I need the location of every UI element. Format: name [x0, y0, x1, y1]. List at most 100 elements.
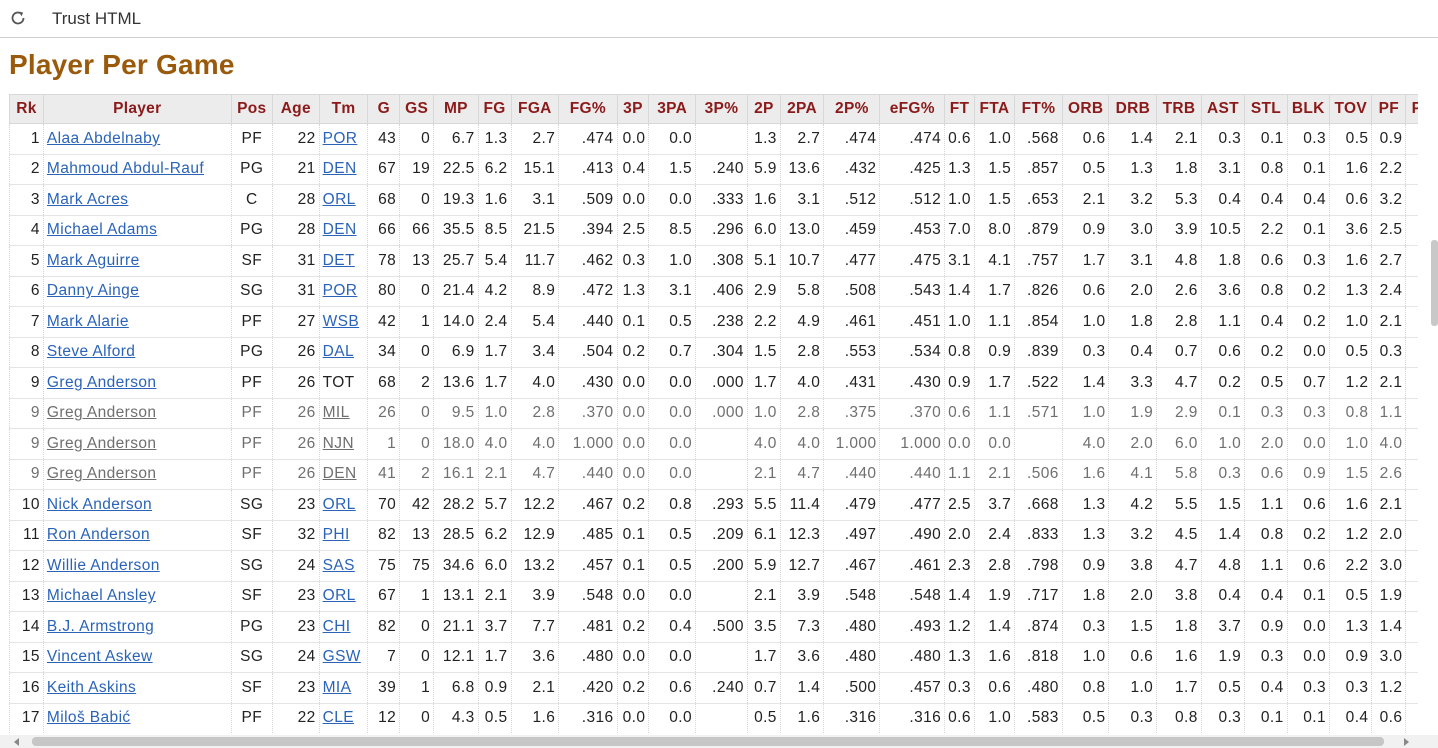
- cell-tov: 1.0: [1329, 428, 1372, 460]
- column-header-blk[interactable]: BLK: [1286, 94, 1331, 124]
- cell-ft-pct: .506: [1014, 459, 1063, 490]
- team-link[interactable]: PHI: [322, 526, 350, 544]
- scroll-left-arrow-icon[interactable]: [14, 738, 19, 746]
- column-header-pf[interactable]: PF: [1371, 94, 1407, 124]
- column-header-ast[interactable]: AST: [1200, 94, 1246, 124]
- cell-pts: 5.: [1405, 306, 1418, 338]
- cell-ft: 0.0: [944, 428, 975, 460]
- team-link[interactable]: NJN: [322, 434, 354, 452]
- column-header-3p[interactable]: 3P: [616, 94, 650, 124]
- column-header-g[interactable]: G: [367, 94, 401, 124]
- team-link[interactable]: DEN: [322, 221, 357, 239]
- player-link[interactable]: Mark Alarie: [46, 312, 129, 330]
- team-link[interactable]: DEN: [322, 160, 357, 178]
- player-link[interactable]: Mahmoud Abdul-Rauf: [46, 160, 205, 178]
- player-link[interactable]: B.J. Armstrong: [46, 617, 155, 635]
- team-link[interactable]: GSW: [322, 648, 361, 666]
- team-link[interactable]: DEN: [322, 465, 357, 483]
- team-link[interactable]: DET: [322, 251, 355, 269]
- column-header-fga[interactable]: FGA: [510, 94, 560, 124]
- column-header-3p-pct[interactable]: 3P%: [695, 94, 748, 124]
- cell-pos: SF: [230, 581, 273, 612]
- scroll-right-arrow-icon[interactable]: [1404, 738, 1409, 746]
- cell-ft: 0.6: [944, 703, 975, 733]
- column-header-pos[interactable]: Pos: [230, 94, 273, 124]
- column-header-age[interactable]: Age: [271, 94, 320, 124]
- team-link[interactable]: MIL: [322, 404, 350, 422]
- player-link[interactable]: Greg Anderson: [46, 465, 157, 483]
- player-link[interactable]: Keith Askins: [46, 678, 137, 696]
- player-link[interactable]: Danny Ainge: [46, 282, 140, 300]
- player-link[interactable]: Greg Anderson: [46, 434, 157, 452]
- team-link[interactable]: DAL: [322, 343, 354, 361]
- team-link[interactable]: WSB: [322, 312, 360, 330]
- cell-efg-pct: .453: [879, 215, 945, 246]
- column-header-2p[interactable]: 2P: [746, 94, 781, 124]
- column-header-ft-pct[interactable]: FT%: [1014, 94, 1063, 124]
- column-header-3pa[interactable]: 3PA: [648, 94, 696, 124]
- cell-2p-pct: .459: [823, 215, 880, 246]
- column-header-pts[interactable]: PTS: [1405, 94, 1418, 124]
- cell-player: Miloš Babić: [42, 703, 232, 733]
- vertical-scrollbar-thumb[interactable]: [1431, 240, 1438, 326]
- cell-pts: 3.: [1405, 123, 1418, 155]
- player-link[interactable]: Michael Ansley: [46, 587, 156, 605]
- player-link[interactable]: Nick Anderson: [46, 495, 153, 513]
- column-header-fg[interactable]: FG: [477, 94, 512, 124]
- team-link[interactable]: ORL: [322, 495, 356, 513]
- player-link[interactable]: Miloš Babić: [46, 709, 131, 727]
- team-link[interactable]: ORL: [322, 587, 356, 605]
- player-link[interactable]: Mark Acres: [46, 190, 129, 208]
- column-header-trb[interactable]: TRB: [1156, 94, 1202, 124]
- horizontal-scrollbar-thumb[interactable]: [32, 737, 1384, 746]
- cell-age: 26: [271, 459, 320, 490]
- player-link[interactable]: Greg Anderson: [46, 373, 157, 391]
- column-header-orb[interactable]: ORB: [1061, 94, 1110, 124]
- team-link[interactable]: SAS: [322, 556, 355, 574]
- cell-pf: 2.6: [1371, 459, 1406, 490]
- team-link[interactable]: MIA: [322, 678, 352, 696]
- team-link[interactable]: POR: [322, 282, 358, 300]
- player-link[interactable]: Steve Alford: [46, 343, 136, 361]
- column-header-rk[interactable]: Rk: [9, 94, 44, 124]
- column-header-tm[interactable]: Tm: [318, 94, 369, 124]
- cell-gs: 2: [399, 459, 434, 490]
- cell-age: 27: [271, 306, 320, 338]
- cell-stl: 0.8: [1244, 276, 1288, 307]
- column-header-drb[interactable]: DRB: [1108, 94, 1158, 124]
- column-header-player[interactable]: Player: [42, 94, 232, 124]
- column-header-mp[interactable]: MP: [433, 94, 479, 124]
- cell-tm: PHI: [318, 520, 368, 551]
- player-link[interactable]: Vincent Askew: [46, 648, 153, 666]
- cell-ast: 1.4: [1200, 520, 1245, 551]
- column-header-stl[interactable]: STL: [1244, 94, 1288, 124]
- stats-table-container[interactable]: Rk Player Pos Age Tm G GS MP FG FGA FG% 3P 3PA 3P% 2P 2…: [9, 94, 1418, 733]
- column-header-fg-pct[interactable]: FG%: [558, 94, 618, 124]
- cell-fta: 1.0: [973, 123, 1015, 155]
- player-link[interactable]: Ron Anderson: [46, 526, 150, 544]
- team-link[interactable]: ORL: [322, 190, 356, 208]
- column-header-fta[interactable]: FTA: [973, 94, 1016, 124]
- cell-orb: 0.6: [1061, 123, 1109, 155]
- reload-icon[interactable]: [9, 9, 27, 27]
- column-header-2pa[interactable]: 2PA: [779, 94, 825, 124]
- horizontal-scrollbar[interactable]: [0, 735, 1438, 748]
- cell-2p: 0.5: [746, 703, 781, 733]
- cell-2p-pct: .500: [823, 672, 880, 704]
- player-link[interactable]: Mark Aguirre: [46, 251, 140, 269]
- team-link[interactable]: CLE: [322, 709, 354, 727]
- column-header-tov[interactable]: TOV: [1329, 94, 1373, 124]
- column-header-gs[interactable]: GS: [399, 94, 435, 124]
- cell-pos: PF: [230, 123, 273, 155]
- column-header-efg-pct[interactable]: eFG%: [879, 94, 946, 124]
- cell-2p-pct: .316: [823, 703, 880, 733]
- player-link[interactable]: Alaa Abdelnaby: [46, 129, 161, 147]
- player-link[interactable]: Willie Anderson: [46, 556, 160, 574]
- team-link[interactable]: CHI: [322, 617, 351, 635]
- cell-ft: 0.8: [944, 337, 975, 368]
- team-link[interactable]: POR: [322, 129, 358, 147]
- player-link[interactable]: Michael Adams: [46, 221, 158, 239]
- column-header-2p-pct[interactable]: 2P%: [823, 94, 881, 124]
- column-header-ft[interactable]: FT: [944, 94, 975, 124]
- player-link[interactable]: Greg Anderson: [46, 404, 157, 422]
